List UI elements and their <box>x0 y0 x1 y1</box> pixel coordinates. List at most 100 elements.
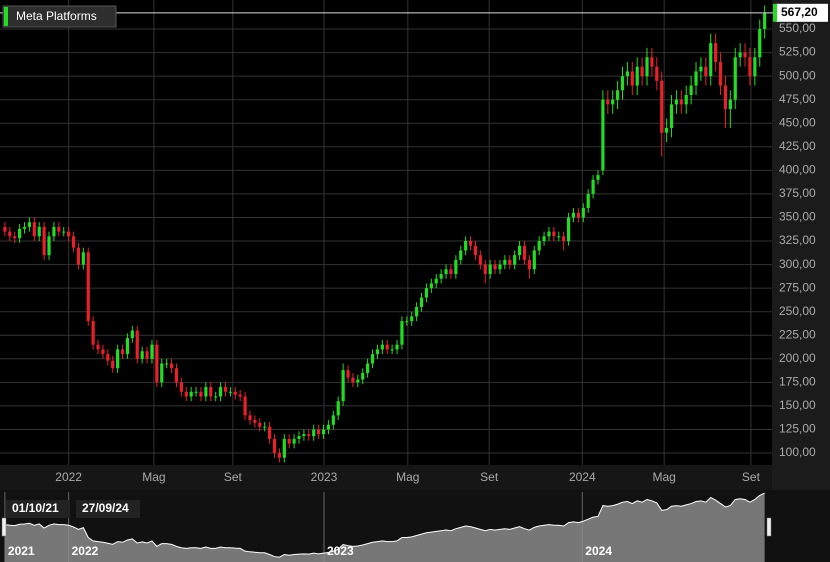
y-tick-label: 350,00 <box>779 210 816 224</box>
candle-body <box>748 57 752 77</box>
candle-body <box>723 85 728 110</box>
candle-body <box>135 330 139 359</box>
candle-body <box>616 90 620 100</box>
candle-body <box>660 80 664 133</box>
candle-body <box>189 391 193 397</box>
candle-body <box>42 226 46 256</box>
candle-body <box>174 368 179 383</box>
candle-body <box>233 391 237 395</box>
candle-body <box>684 94 688 105</box>
candle-body <box>522 245 527 260</box>
candle-body <box>537 241 541 251</box>
candle-body <box>165 363 169 365</box>
candle-body <box>18 228 22 239</box>
candle-body <box>728 99 732 110</box>
candle-body <box>204 387 208 397</box>
candle-body <box>478 255 482 265</box>
candle-body <box>243 396 247 416</box>
candle-body <box>32 222 36 237</box>
candle-body <box>689 85 693 95</box>
candle-body <box>586 193 590 209</box>
candle-body <box>361 372 365 380</box>
candle-body <box>611 99 615 105</box>
candle-body <box>415 306 419 317</box>
candle-body <box>635 66 639 86</box>
price-axis-background <box>772 0 830 490</box>
navigator-year-label: 2024 <box>585 544 612 558</box>
candle-body <box>194 391 198 393</box>
candle-body <box>704 66 708 77</box>
candle-body <box>47 236 51 256</box>
y-tick-label: 425,00 <box>779 139 816 153</box>
candle-body <box>321 429 326 435</box>
navigator-end-box <box>76 500 140 518</box>
candle-body <box>645 57 649 77</box>
candle-body <box>763 12 767 30</box>
candle-body <box>302 434 306 437</box>
candle-body <box>532 250 536 270</box>
y-tick-label: 450,00 <box>779 115 816 129</box>
candle-body <box>674 99 679 105</box>
plot-background <box>0 0 772 465</box>
candle-body <box>714 43 718 62</box>
candle-body <box>743 52 747 58</box>
navigator-start-label: 01/10/21 <box>12 501 59 515</box>
x-tick-label: Mag <box>396 470 419 484</box>
candle-body <box>263 426 267 428</box>
candle-body <box>307 434 311 437</box>
candle-body <box>630 71 634 86</box>
y-tick-label: 475,00 <box>779 92 816 106</box>
candle-body <box>655 66 659 81</box>
candle-body <box>464 241 468 251</box>
x-tick-label: Set <box>742 470 761 484</box>
candle-body <box>596 175 600 180</box>
candle-body <box>125 338 130 355</box>
candle-body <box>272 438 277 454</box>
candle-body <box>62 231 66 233</box>
last-price-label: 567,20 <box>781 5 818 19</box>
candle-body <box>140 351 144 359</box>
candle-body <box>248 415 252 421</box>
candle-body <box>400 321 404 345</box>
candle-body <box>444 269 448 275</box>
candle-body <box>67 231 71 237</box>
x-tick-label: 2023 <box>311 470 338 484</box>
navigator-year-label: 2022 <box>72 544 99 558</box>
navigator-end-label: 27/09/24 <box>82 501 129 515</box>
candle-body <box>145 351 149 359</box>
x-tick-label: Mag <box>142 470 165 484</box>
candle-body <box>238 394 242 397</box>
candle-body <box>160 363 164 383</box>
y-tick-label: 175,00 <box>779 375 816 389</box>
candle-body <box>380 344 384 350</box>
candle-body <box>267 426 272 439</box>
candle-body <box>71 236 76 248</box>
y-tick-label: 100,00 <box>779 445 816 459</box>
candle-body <box>199 391 203 397</box>
candle-body <box>439 274 443 279</box>
candle-body <box>620 76 625 91</box>
navigator-handle <box>1 517 7 537</box>
candle-body <box>542 236 546 242</box>
candle-body <box>429 283 433 289</box>
y-tick-label: 250,00 <box>779 304 816 318</box>
y-tick-label: 225,00 <box>779 327 816 341</box>
candle-body <box>228 391 232 393</box>
legend-label: Meta Platforms <box>16 9 97 23</box>
navigator-line <box>4 492 765 558</box>
candle-body <box>341 370 345 402</box>
candle-body <box>106 354 110 361</box>
candle-body <box>449 269 453 275</box>
candle-body <box>101 349 105 355</box>
y-tick-label: 275,00 <box>779 280 816 294</box>
y-tick-label: 325,00 <box>779 233 816 247</box>
candle-body <box>557 236 561 238</box>
x-tick-label: 2024 <box>569 470 596 484</box>
navigator: 2021 2022 2023 2024 01/10/21 27/09/24 <box>1 492 772 562</box>
candle-body <box>375 349 380 355</box>
candle-body <box>625 71 630 77</box>
y-tick-label: 375,00 <box>779 186 816 200</box>
candle-body <box>669 104 674 128</box>
candle-body <box>718 62 723 86</box>
x-tick-label: 2022 <box>55 470 82 484</box>
